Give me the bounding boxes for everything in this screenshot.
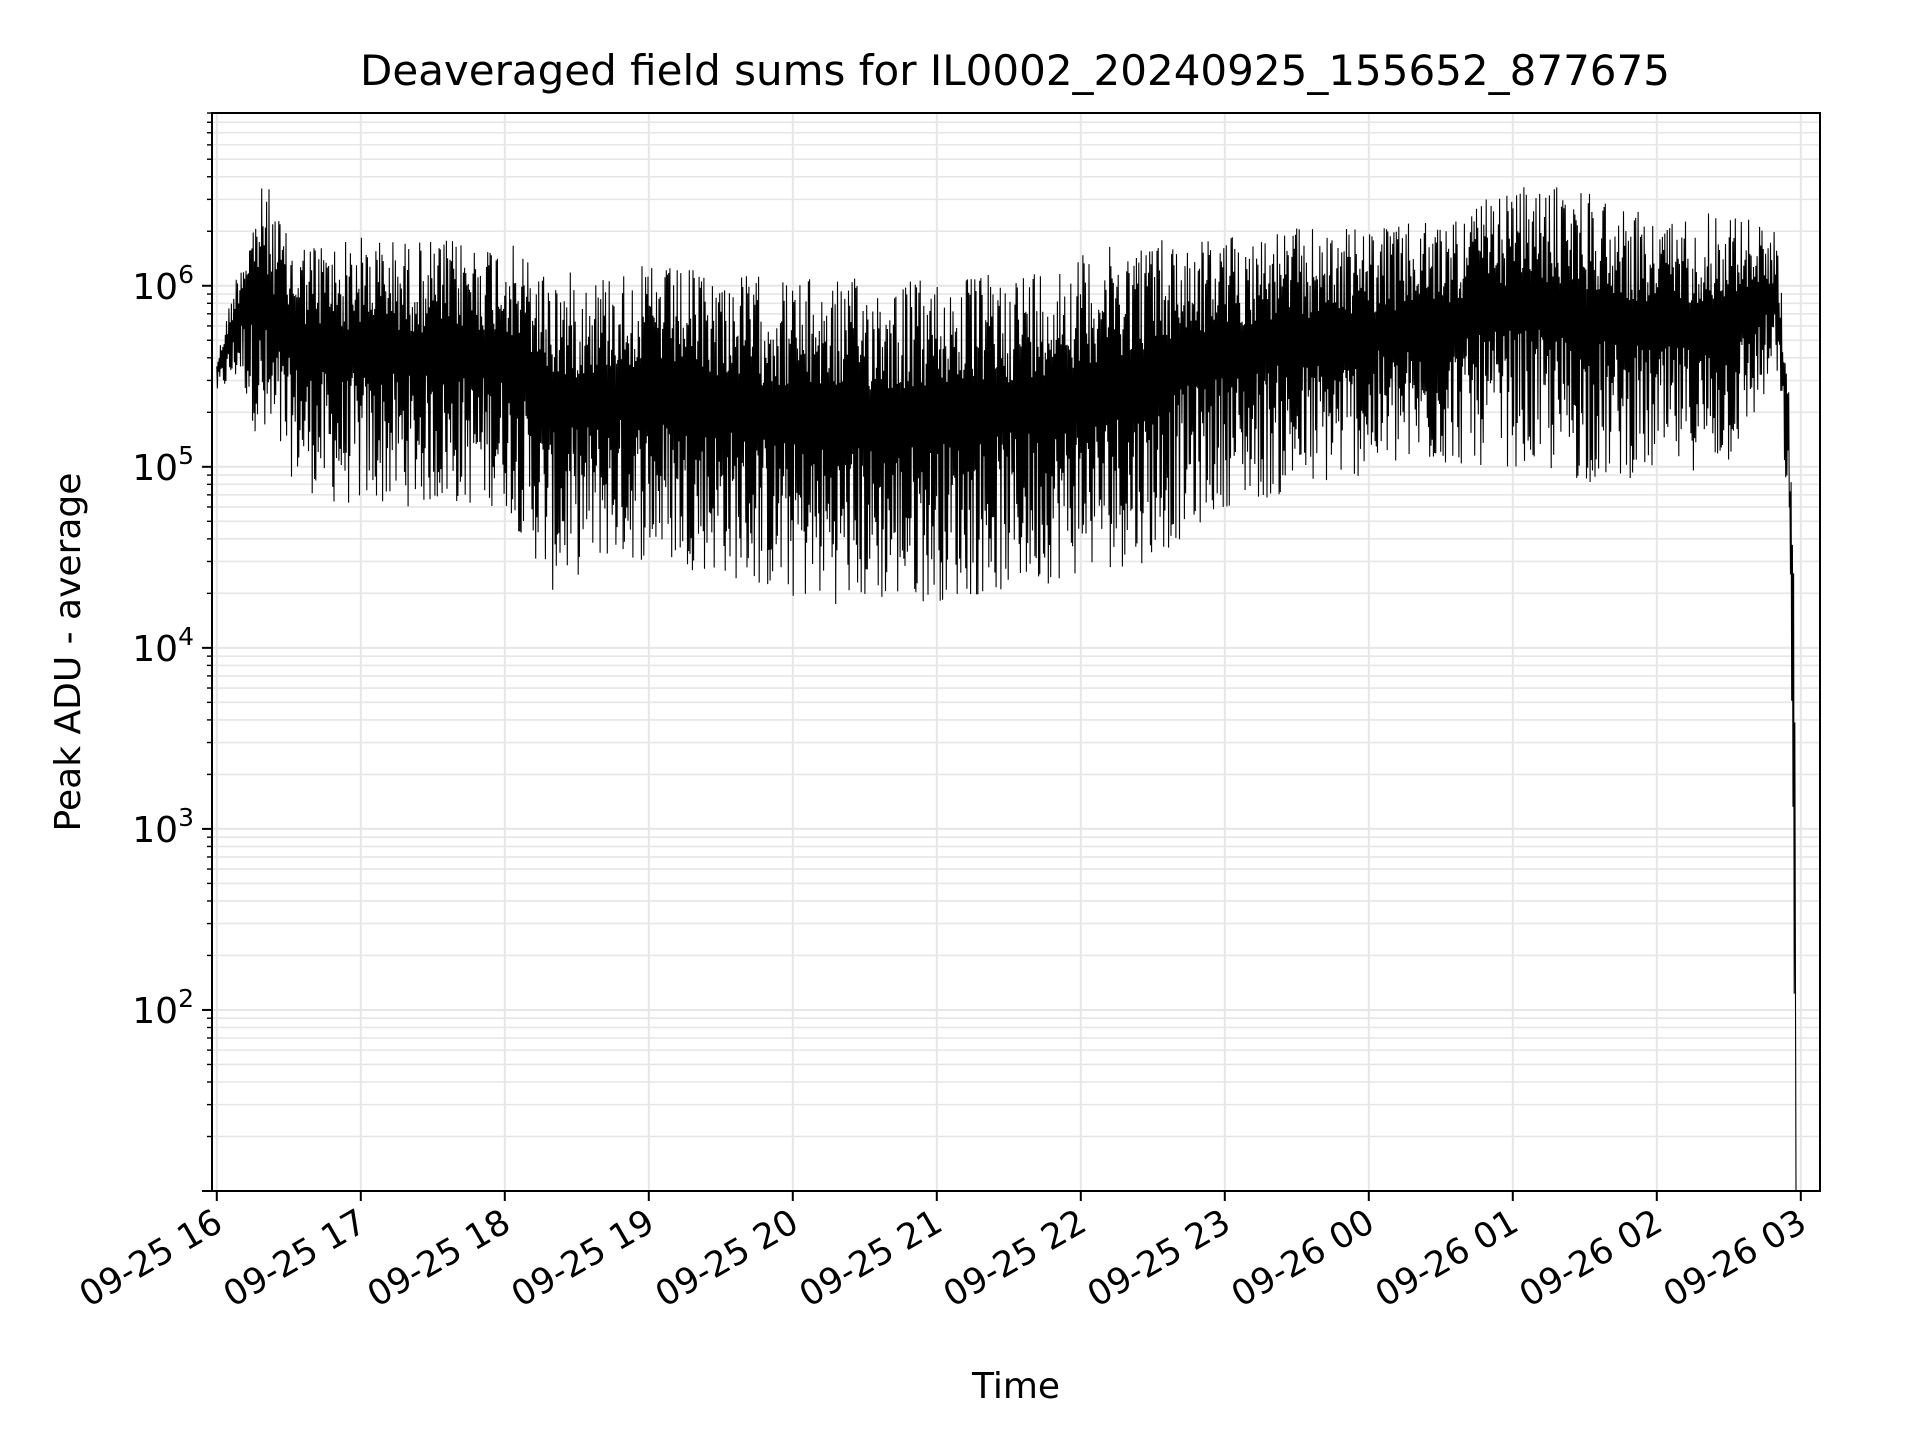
y-tick-label: 106 (132, 260, 194, 308)
series-line-group (216, 187, 1797, 1192)
plot-area-frame (211, 112, 1821, 1192)
y-axis-ticks: 102 103 104 105 106 (132, 112, 212, 1192)
y-tick-label: 104 (132, 622, 194, 670)
chart-title: Deaveraged field sums for IL0002_2024092… (360, 46, 1670, 95)
series-line (216, 187, 1797, 1192)
x-axis-label: Time (971, 1366, 1060, 1407)
y-tick-label: 102 (132, 984, 194, 1032)
y-tick-label: 105 (132, 441, 194, 489)
y-axis-label: Peak ADU - average (48, 473, 89, 832)
y-tick-label: 103 (132, 803, 194, 851)
